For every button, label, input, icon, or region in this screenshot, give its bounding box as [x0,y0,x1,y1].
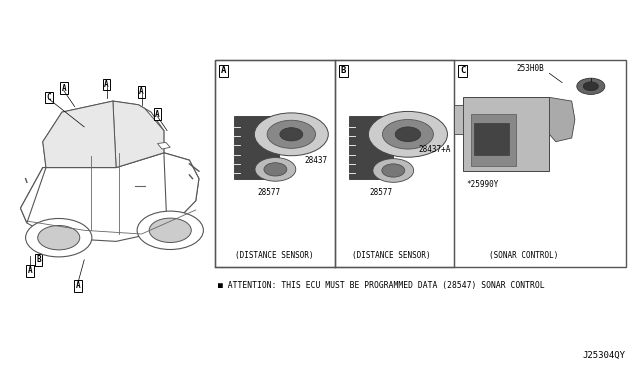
Circle shape [395,127,420,142]
Circle shape [267,120,316,148]
Text: A: A [140,87,144,96]
Text: A: A [221,66,227,75]
Polygon shape [164,153,199,230]
Bar [474,123,509,155]
Text: A: A [28,266,33,275]
Text: A: A [76,281,80,290]
Polygon shape [43,101,164,167]
Text: A: A [104,80,109,89]
Text: 28437: 28437 [304,155,327,165]
Circle shape [255,158,296,181]
Text: (DISTANCE SENSOR): (DISTANCE SENSOR) [352,251,431,260]
Circle shape [382,164,404,177]
Polygon shape [113,101,164,167]
Circle shape [254,113,328,156]
Circle shape [38,225,80,250]
Text: J25304QY: J25304QY [583,350,626,359]
Text: 253H0B: 253H0B [516,64,544,73]
Circle shape [26,218,92,257]
Text: A: A [61,84,66,93]
Bar [471,114,516,166]
Polygon shape [454,105,463,134]
Text: ■ ATTENTION: THIS ECU MUST BE PROGRAMMED DATA (28547) SONAR CONTROL: ■ ATTENTION: THIS ECU MUST BE PROGRAMMED… [218,281,545,290]
Text: A: A [155,109,160,119]
Circle shape [280,128,303,141]
Text: 28577: 28577 [257,188,280,197]
Text: C: C [460,66,465,75]
Polygon shape [157,142,170,149]
Bar [234,116,278,179]
Circle shape [137,211,204,250]
Circle shape [369,112,447,157]
Circle shape [577,78,605,94]
Text: (DISTANCE SENSOR): (DISTANCE SENSOR) [236,251,314,260]
Polygon shape [20,167,46,223]
Circle shape [149,218,191,243]
Polygon shape [43,101,116,167]
Circle shape [583,82,598,91]
Text: 28577: 28577 [369,188,392,197]
Circle shape [264,163,287,176]
Polygon shape [20,153,199,241]
Text: B: B [36,255,41,264]
Text: *25990Y: *25990Y [467,180,499,189]
Bar [463,97,549,171]
Text: B: B [341,66,346,75]
Text: (SONAR CONTROL): (SONAR CONTROL) [489,251,559,260]
Bar [215,61,626,267]
Polygon shape [549,97,575,142]
Circle shape [383,119,433,149]
Circle shape [373,159,413,182]
Bar [349,116,394,179]
Text: C: C [47,93,51,102]
Text: 28437+A: 28437+A [419,145,451,154]
